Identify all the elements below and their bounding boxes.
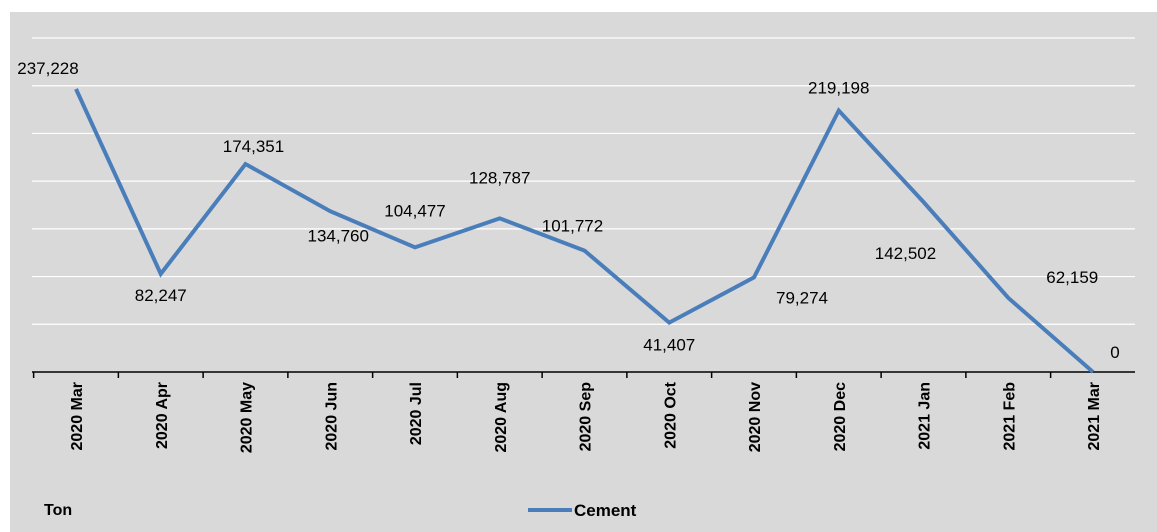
line-chart: 237,228 82,247 174,351 134,760 104,477 128,78… (17, 37, 1135, 520)
data-label: 41,407 (643, 336, 695, 355)
data-label: 237,228 (17, 59, 78, 78)
series-line-cement (74, 88, 1095, 374)
x-tick-label: 2020 Jul (408, 382, 425, 445)
data-label: 174,351 (223, 137, 284, 156)
x-tick-label: 2020 Apr (154, 382, 171, 449)
unit-label: Ton (44, 502, 72, 519)
legend-label-cement: Cement (574, 501, 637, 520)
x-tick-label: 2020 Mar (69, 382, 86, 451)
data-label: 128,787 (469, 168, 530, 187)
data-label: 79,274 (776, 288, 828, 307)
x-tick-label: 2021 Mar (1086, 382, 1103, 451)
x-tick-label: 2020 Aug (493, 382, 510, 453)
x-tick-label: 2020 Nov (747, 382, 764, 452)
x-tick-label: 2020 May (239, 382, 256, 453)
x-tick-label: 2020 Sep (578, 382, 595, 452)
data-label: 82,247 (135, 286, 187, 305)
legend: Cement (528, 501, 637, 520)
data-label: 0 (1110, 343, 1119, 362)
data-label: 101,772 (542, 217, 603, 236)
x-tick-label: 2020 Dec (832, 382, 849, 451)
x-tick-label: 2021 Feb (1001, 382, 1018, 451)
x-tick-label: 2020 Jun (323, 382, 340, 450)
data-labels: 237,228 82,247 174,351 134,760 104,477 128,78… (17, 59, 1119, 362)
x-axis-tick-labels: 2020 Mar 2020 Apr 2020 May 2020 Jun 2020 Jul… (69, 381, 1103, 453)
x-axis-ticks (32, 372, 1052, 378)
x-tick-label: 2020 Oct (662, 381, 679, 448)
gridlines (32, 37, 1135, 325)
data-label: 104,477 (384, 201, 445, 220)
data-label: 62,159 (1046, 268, 1098, 287)
chart-area: 237,228 82,247 174,351 134,760 104,477 128,78… (10, 12, 1157, 532)
data-label: 134,760 (308, 226, 369, 245)
data-label: 219,198 (808, 79, 869, 98)
x-tick-label: 2021 Jan (917, 382, 934, 450)
data-label: 142,502 (875, 244, 936, 263)
